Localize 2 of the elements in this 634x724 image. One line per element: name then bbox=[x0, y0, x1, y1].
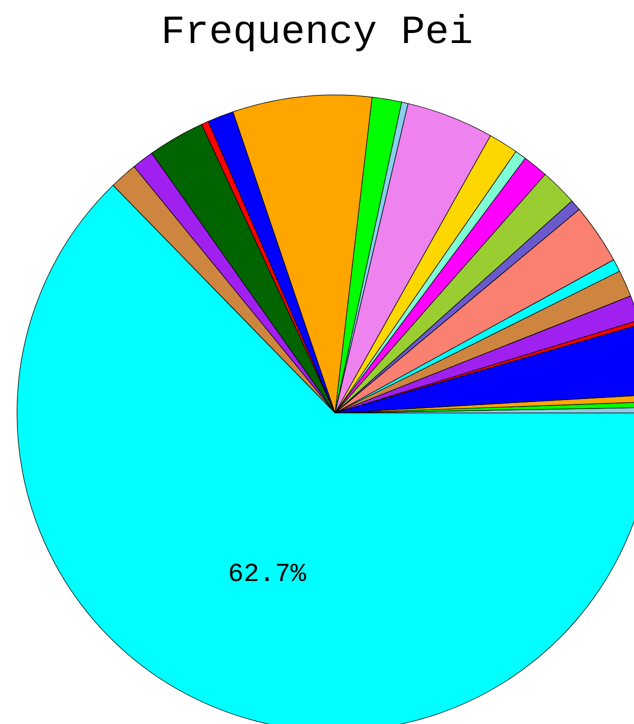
data-label: 62.7% bbox=[228, 559, 306, 590]
chart-title: Frequency Pei bbox=[160, 10, 474, 58]
